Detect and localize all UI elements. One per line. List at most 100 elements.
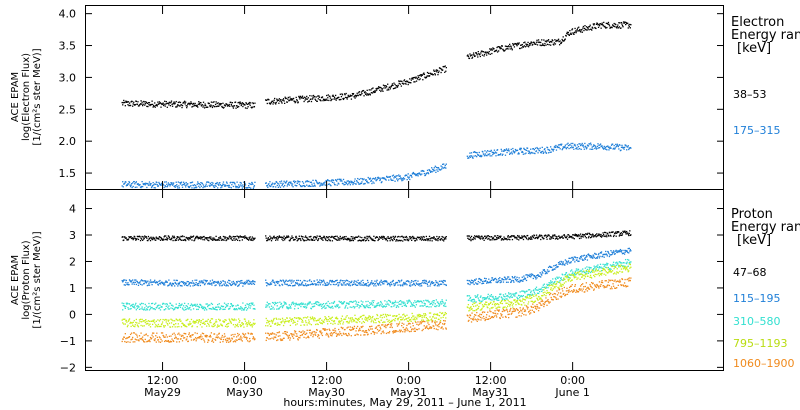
data-point	[335, 279, 337, 282]
data-point	[123, 279, 125, 281]
data-point	[393, 176, 396, 178]
data-point	[397, 180, 399, 182]
data-point	[180, 104, 183, 106]
data-point	[144, 103, 146, 105]
data-point	[252, 102, 254, 104]
data-point	[280, 236, 283, 238]
data-point	[132, 182, 134, 184]
data-point	[509, 153, 511, 155]
data-point	[135, 181, 137, 184]
data-point	[568, 147, 570, 150]
data-point	[321, 96, 324, 98]
data-point	[486, 235, 488, 237]
data-point	[491, 52, 493, 55]
data-point	[533, 275, 536, 277]
data-point	[242, 308, 245, 311]
data-point	[234, 326, 236, 328]
data-point	[327, 179, 329, 181]
data-point	[504, 278, 507, 280]
data-point	[362, 239, 364, 241]
data-point	[313, 239, 316, 241]
data-point	[517, 236, 519, 238]
data-point	[177, 236, 179, 239]
data-point	[367, 182, 369, 184]
data-point	[406, 300, 408, 302]
data-point	[223, 106, 225, 109]
data-point	[239, 185, 241, 187]
data-point	[571, 237, 573, 239]
data-point	[307, 316, 309, 318]
data-point	[305, 180, 307, 182]
data-point	[242, 105, 244, 108]
data-point	[423, 300, 425, 302]
data-point	[169, 302, 172, 305]
data-point	[550, 281, 552, 284]
data-point	[185, 305, 187, 307]
data-point	[612, 231, 614, 233]
data-point	[168, 305, 170, 307]
data-point	[206, 238, 208, 240]
data-point	[366, 180, 368, 182]
data-point	[339, 93, 342, 95]
data-point	[342, 323, 344, 325]
data-point	[352, 236, 354, 238]
data-point	[382, 238, 384, 240]
data-point	[365, 283, 368, 285]
data-point	[405, 174, 408, 177]
data-point	[197, 181, 199, 183]
data-point	[353, 238, 355, 240]
data-point	[189, 182, 192, 184]
data-point	[373, 306, 376, 308]
data-point	[496, 299, 498, 301]
data-point	[321, 281, 323, 283]
data-point	[549, 40, 551, 43]
data-point	[267, 238, 269, 240]
data-point	[270, 305, 273, 307]
data-point	[478, 53, 480, 55]
data-point	[492, 295, 494, 298]
data-point	[207, 305, 209, 308]
data-point	[443, 305, 445, 307]
data-point	[133, 237, 135, 240]
data-point	[203, 279, 205, 281]
data-point	[492, 237, 495, 239]
data-point	[437, 239, 439, 242]
data-point	[369, 177, 371, 179]
data-point	[151, 184, 154, 187]
data-point	[182, 282, 185, 285]
data-point	[435, 305, 437, 308]
data-point	[539, 147, 541, 149]
data-point	[308, 321, 310, 323]
data-point	[357, 177, 359, 180]
data-point	[205, 320, 207, 322]
data-point	[498, 46, 500, 48]
data-point	[578, 260, 580, 262]
data-point	[528, 44, 530, 46]
data-point	[599, 234, 601, 236]
data-point	[299, 284, 301, 286]
data-point	[224, 236, 227, 238]
data-point	[210, 101, 213, 103]
data-point	[507, 234, 509, 237]
data-point	[339, 178, 341, 181]
data-point	[364, 182, 366, 185]
data-point	[390, 86, 392, 88]
data-point	[312, 185, 315, 187]
data-point	[155, 302, 157, 304]
data-point	[399, 80, 401, 82]
data-point	[203, 107, 206, 109]
data-point	[439, 169, 442, 171]
data-point	[357, 181, 359, 184]
data-point	[214, 103, 217, 106]
data-point	[581, 258, 583, 260]
data-point	[610, 147, 612, 149]
data-point	[377, 87, 379, 89]
data-point	[198, 102, 200, 105]
data-point	[328, 235, 330, 238]
data-point	[584, 145, 587, 148]
data-point	[472, 151, 475, 153]
data-point	[160, 325, 162, 328]
data-point	[357, 279, 359, 282]
data-point	[352, 181, 355, 184]
data-point	[213, 322, 216, 325]
